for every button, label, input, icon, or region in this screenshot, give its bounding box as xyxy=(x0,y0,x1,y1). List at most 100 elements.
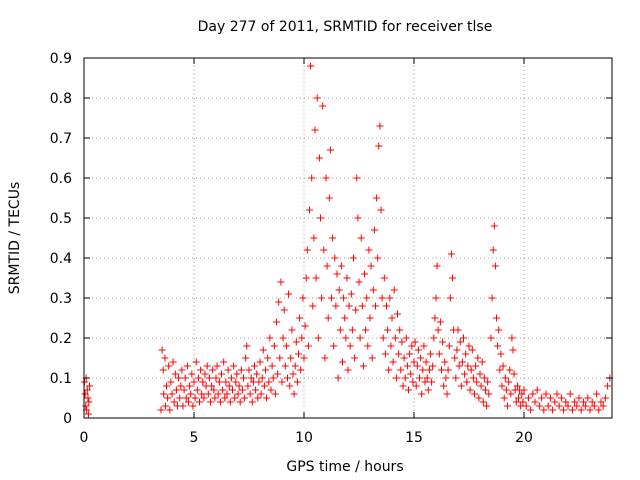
data-point xyxy=(311,126,319,134)
data-point xyxy=(213,362,221,370)
data-point xyxy=(274,370,282,378)
data-point xyxy=(403,362,411,370)
data-point xyxy=(178,366,186,374)
data-point xyxy=(161,354,169,362)
data-point xyxy=(505,378,513,386)
data-point xyxy=(379,334,387,342)
data-point xyxy=(423,374,431,382)
data-point xyxy=(428,378,436,386)
data-point xyxy=(475,394,483,402)
data-point xyxy=(259,346,267,354)
data-point xyxy=(508,334,516,342)
data-point xyxy=(236,398,244,406)
data-point xyxy=(604,382,612,390)
data-point xyxy=(512,398,520,406)
data-point xyxy=(159,366,167,374)
data-point xyxy=(277,278,285,286)
data-point xyxy=(365,246,373,254)
data-point xyxy=(375,142,383,150)
data-point xyxy=(354,214,362,222)
data-point xyxy=(442,374,450,382)
data-point xyxy=(246,390,254,398)
data-point xyxy=(372,302,379,310)
data-point xyxy=(323,262,331,270)
data-point xyxy=(214,390,222,398)
data-point xyxy=(367,262,375,270)
data-point xyxy=(322,174,330,182)
axis-ticks: 0 0.1 0.2 0.3 0.4 0.5 0.6 0.7 0.8 0.9 0 5 10 15 20 xyxy=(50,51,612,446)
data-point xyxy=(158,346,166,354)
data-point xyxy=(203,362,211,370)
data-point xyxy=(392,374,400,382)
data-point xyxy=(453,346,461,354)
data-point xyxy=(575,394,583,402)
data-point xyxy=(200,394,208,402)
data-point xyxy=(234,390,242,398)
data-point xyxy=(449,274,456,282)
data-point xyxy=(509,346,517,354)
data-point xyxy=(586,406,594,414)
data-point xyxy=(411,338,419,346)
data-point xyxy=(435,350,443,358)
data-point xyxy=(163,382,170,390)
data-point xyxy=(321,354,329,362)
data-point xyxy=(420,342,428,350)
data-point xyxy=(513,382,521,390)
data-point xyxy=(515,394,522,402)
data-point xyxy=(483,402,491,410)
data-point xyxy=(332,302,340,310)
data-point xyxy=(273,318,280,326)
data-point xyxy=(216,398,224,406)
data-point xyxy=(263,394,271,402)
data-point xyxy=(357,234,365,242)
x-tick-label: 0 xyxy=(80,430,89,446)
data-point xyxy=(197,366,205,374)
data-point xyxy=(351,354,359,362)
data-point xyxy=(557,394,565,402)
data-point xyxy=(176,394,184,402)
data-point xyxy=(555,402,563,410)
data-point xyxy=(254,394,262,402)
data-point xyxy=(506,366,514,374)
data-point xyxy=(341,314,349,322)
data-point xyxy=(364,342,372,350)
data-point xyxy=(172,386,180,394)
data-point xyxy=(355,278,363,286)
data-point xyxy=(484,378,492,386)
data-point xyxy=(353,174,361,182)
data-point xyxy=(387,342,395,350)
data-point xyxy=(469,374,477,382)
data-point xyxy=(531,398,539,406)
data-point xyxy=(407,370,415,378)
data-point xyxy=(201,370,209,378)
data-point xyxy=(457,382,465,390)
data-point xyxy=(496,366,504,374)
data-point xyxy=(160,390,168,398)
data-point xyxy=(421,378,429,386)
data-point xyxy=(402,334,410,342)
data-point xyxy=(593,390,601,398)
data-point xyxy=(177,382,185,390)
data-point xyxy=(260,382,268,390)
data-point xyxy=(482,386,489,394)
data-point xyxy=(308,174,316,182)
data-point xyxy=(235,382,243,390)
data-point xyxy=(285,290,293,298)
data-point xyxy=(383,302,390,310)
data-point xyxy=(430,334,438,342)
data-point xyxy=(287,354,295,362)
data-point xyxy=(258,374,266,382)
data-point xyxy=(440,382,448,390)
data-point xyxy=(192,358,200,366)
data-point xyxy=(232,378,240,386)
data-point xyxy=(518,390,526,398)
data-point xyxy=(307,62,315,70)
data-point xyxy=(485,390,493,398)
data-point xyxy=(179,402,187,410)
y-axis-label: SRMTID / TECUs xyxy=(7,182,23,295)
data-point xyxy=(389,358,397,366)
data-point xyxy=(187,390,195,398)
data-point xyxy=(276,354,284,362)
data-point xyxy=(444,366,452,374)
data-point xyxy=(479,398,487,406)
